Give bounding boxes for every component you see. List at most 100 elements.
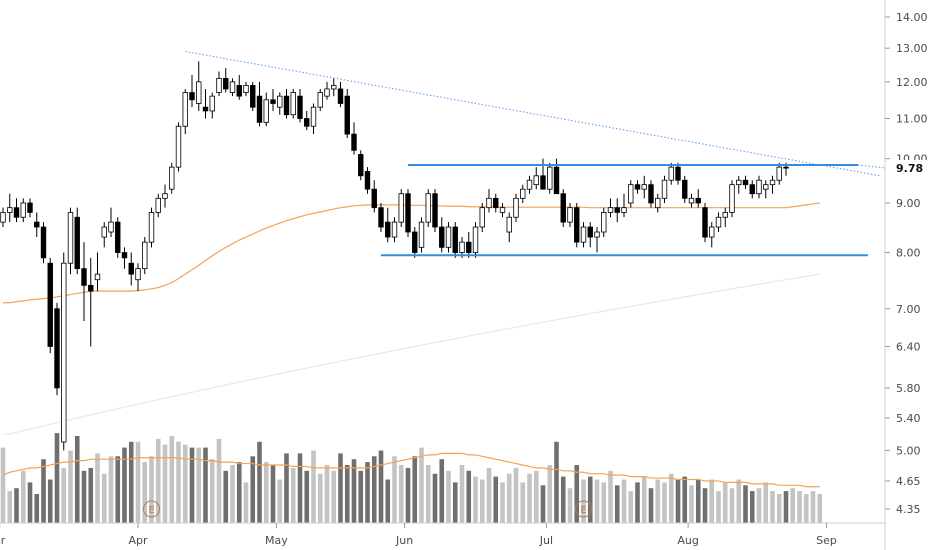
volume-bar bbox=[756, 488, 762, 523]
candle-body bbox=[108, 221, 114, 233]
candle-body bbox=[155, 197, 161, 213]
volume-bar bbox=[459, 465, 465, 523]
candle bbox=[182, 88, 188, 135]
volume-bar bbox=[54, 433, 60, 523]
volume-bar bbox=[614, 485, 620, 523]
candle bbox=[729, 180, 735, 218]
candle-body bbox=[756, 179, 762, 195]
candle-body bbox=[263, 99, 269, 123]
volume-bar bbox=[263, 462, 269, 523]
candle-body bbox=[418, 221, 425, 248]
candle bbox=[121, 247, 128, 269]
candle bbox=[763, 180, 769, 199]
candle bbox=[520, 184, 526, 203]
volume-bar bbox=[567, 488, 573, 523]
candlesticks bbox=[0, 61, 789, 451]
candle bbox=[189, 74, 195, 108]
drawn-levels[interactable] bbox=[185, 50, 886, 257]
candle-body bbox=[405, 193, 411, 233]
volume-bar bbox=[803, 494, 809, 523]
candle bbox=[94, 252, 101, 292]
volume-bar bbox=[486, 467, 492, 523]
candle-body bbox=[223, 77, 229, 90]
volume-bar bbox=[668, 473, 674, 523]
volume-bar bbox=[41, 459, 46, 523]
volume-bar bbox=[297, 453, 303, 523]
candle-body bbox=[553, 166, 560, 195]
trend-line-extension bbox=[857, 164, 886, 169]
candle bbox=[371, 180, 377, 213]
candle-body bbox=[452, 226, 458, 253]
volume-bar bbox=[479, 479, 485, 523]
price-tick-label: 14.00 bbox=[896, 11, 928, 24]
candle bbox=[216, 71, 222, 97]
earnings-marker-circle bbox=[143, 500, 160, 518]
price-tick-label: 4.35 bbox=[896, 503, 921, 516]
volume-bar bbox=[682, 476, 688, 523]
time-tick-label: Aug bbox=[677, 534, 698, 547]
volume-bar bbox=[554, 441, 559, 523]
candle-body bbox=[331, 85, 337, 90]
volume-bar bbox=[405, 467, 411, 523]
volume-bar bbox=[425, 465, 431, 523]
candle bbox=[628, 180, 634, 208]
volume-bar bbox=[574, 465, 580, 523]
volume-bar bbox=[101, 473, 107, 523]
candle bbox=[81, 242, 87, 321]
candle-body bbox=[0, 212, 6, 223]
candle-body bbox=[182, 92, 188, 127]
candle bbox=[310, 103, 317, 135]
candle bbox=[736, 175, 742, 194]
candle bbox=[486, 189, 492, 213]
volume-bar bbox=[716, 491, 721, 523]
candle-body bbox=[655, 197, 661, 209]
volume-bar bbox=[594, 479, 600, 523]
candle-body bbox=[769, 179, 776, 186]
candle-body bbox=[358, 154, 364, 177]
candle bbox=[263, 92, 269, 127]
volume-bar bbox=[365, 462, 370, 523]
candle-body bbox=[13, 207, 20, 218]
candle bbox=[54, 302, 60, 396]
volume-bar bbox=[392, 456, 397, 523]
candle-body bbox=[533, 175, 539, 186]
candle-body bbox=[378, 207, 384, 228]
candle-body bbox=[101, 226, 107, 238]
candle-body bbox=[94, 273, 101, 281]
candle bbox=[364, 167, 371, 194]
volume-bar bbox=[547, 465, 553, 523]
candle bbox=[128, 252, 134, 286]
volume-bar bbox=[68, 450, 73, 523]
candle-body bbox=[74, 216, 80, 270]
candle-body bbox=[169, 166, 175, 190]
candle-body bbox=[148, 212, 155, 243]
volume-bar bbox=[142, 462, 148, 523]
volume-bar bbox=[655, 479, 661, 523]
candle bbox=[648, 180, 654, 208]
volume-bar bbox=[743, 485, 748, 523]
candle-body bbox=[695, 197, 701, 204]
volume-bar bbox=[196, 447, 202, 523]
volume-bar bbox=[223, 470, 229, 523]
candle bbox=[202, 88, 209, 119]
price-tick-label: 5.40 bbox=[896, 412, 921, 425]
candle bbox=[290, 88, 296, 119]
volume-bar bbox=[432, 473, 438, 523]
time-tick-label: ar bbox=[0, 534, 6, 547]
candle bbox=[169, 162, 175, 194]
candle-body bbox=[88, 284, 94, 292]
volume-bar bbox=[0, 447, 6, 523]
candle bbox=[270, 88, 276, 111]
candle bbox=[709, 222, 715, 248]
candle bbox=[61, 252, 67, 451]
volume-bar bbox=[27, 482, 33, 523]
candle-body bbox=[432, 193, 438, 228]
candle bbox=[391, 217, 398, 243]
candle-body bbox=[459, 241, 465, 253]
candle-body bbox=[526, 179, 533, 190]
candle bbox=[675, 162, 681, 185]
candle bbox=[209, 92, 215, 119]
volume-bar bbox=[817, 494, 823, 523]
